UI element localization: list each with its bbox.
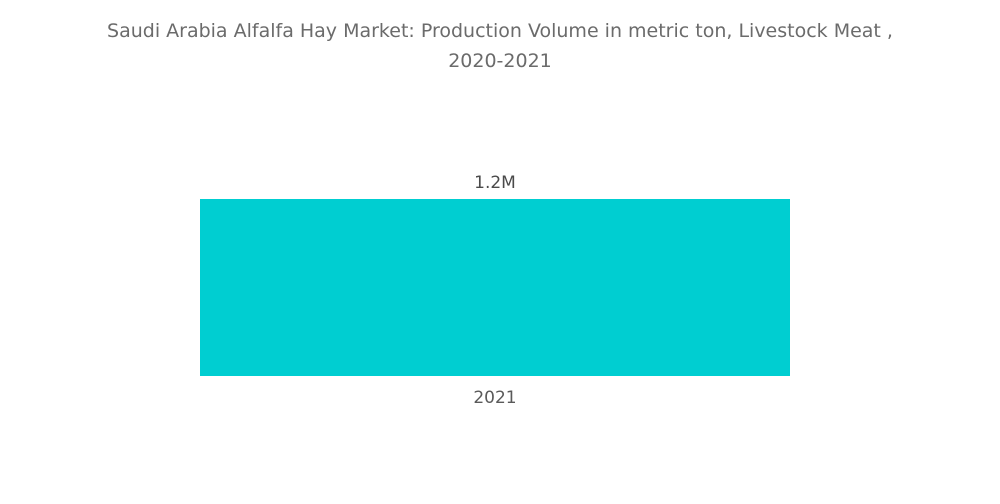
x-tick-label-2021: 2021 <box>473 388 516 408</box>
data-labels-group: 1.2M <box>474 173 516 193</box>
bars-group <box>200 199 790 376</box>
x-tick-labels-group: 2021 <box>473 388 516 408</box>
chart-title-line-1: Saudi Arabia Alfalfa Hay Market: Product… <box>107 20 893 42</box>
chart-title-line-2: 2020-2021 <box>448 50 552 72</box>
data-label-2021: 1.2M <box>474 173 516 193</box>
bar-2021 <box>200 199 790 376</box>
chart-title: Saudi Arabia Alfalfa Hay Market: Product… <box>0 16 1000 76</box>
